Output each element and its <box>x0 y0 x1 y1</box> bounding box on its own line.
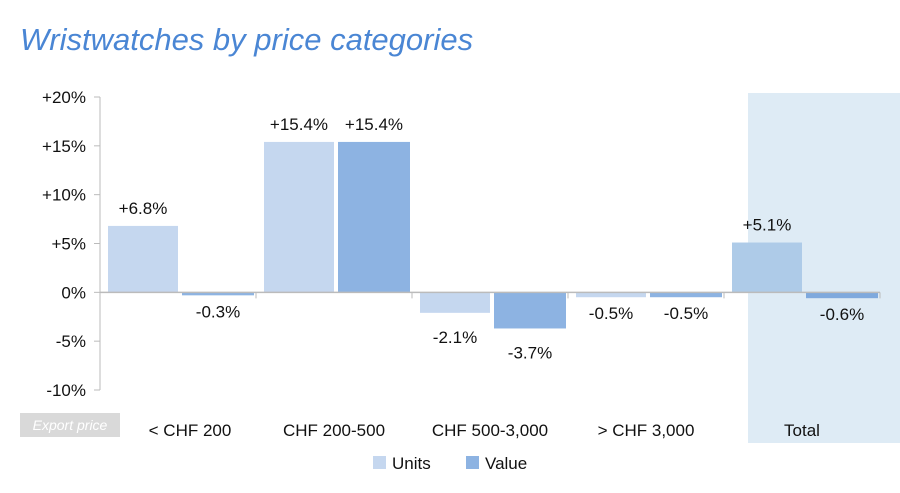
legend-swatch-units <box>373 456 386 469</box>
x-tick-label: CHF 500-3,000 <box>432 421 548 440</box>
data-label: -0.5% <box>664 304 708 323</box>
y-tick-label: +20% <box>42 88 86 107</box>
bar-units <box>264 141 334 293</box>
data-label: -3.7% <box>508 343 552 362</box>
bar-units <box>576 292 646 298</box>
bar-value <box>650 292 722 298</box>
data-label: +15.4% <box>270 115 328 134</box>
x-tick-label: > CHF 3,000 <box>598 421 695 440</box>
bar-units <box>108 225 178 293</box>
data-label: -0.3% <box>196 302 240 321</box>
legend-label: Units <box>392 454 431 473</box>
bar-value <box>494 292 566 329</box>
legend-label: Value <box>485 454 527 473</box>
bar-units <box>732 242 802 293</box>
chart-title: Wristwatches by price categories <box>20 22 474 57</box>
y-tick-label: 0% <box>61 283 86 302</box>
bar-value <box>806 292 878 299</box>
legend-swatch-value <box>466 456 479 469</box>
y-tick-label: -10% <box>46 381 86 400</box>
data-label: +5.1% <box>743 216 792 235</box>
y-tick-label: +5% <box>52 235 87 254</box>
bar-value <box>338 141 410 293</box>
y-tick-label: +15% <box>42 137 86 156</box>
xlabel-box <box>20 413 120 437</box>
data-label: +6.8% <box>119 199 168 218</box>
y-tick-label: -5% <box>56 332 86 351</box>
x-tick-label: Total <box>784 421 820 440</box>
y-tick-label: +10% <box>42 186 86 205</box>
data-label: -0.5% <box>589 304 633 323</box>
bar-value <box>182 292 254 296</box>
data-label: -2.1% <box>433 328 477 347</box>
x-tick-label: CHF 200-500 <box>283 421 385 440</box>
bar-units <box>420 292 490 313</box>
data-label: +15.4% <box>345 115 403 134</box>
x-tick-label: < CHF 200 <box>149 421 232 440</box>
data-label: -0.6% <box>820 305 864 324</box>
x-axis-label: Export price <box>33 417 108 433</box>
